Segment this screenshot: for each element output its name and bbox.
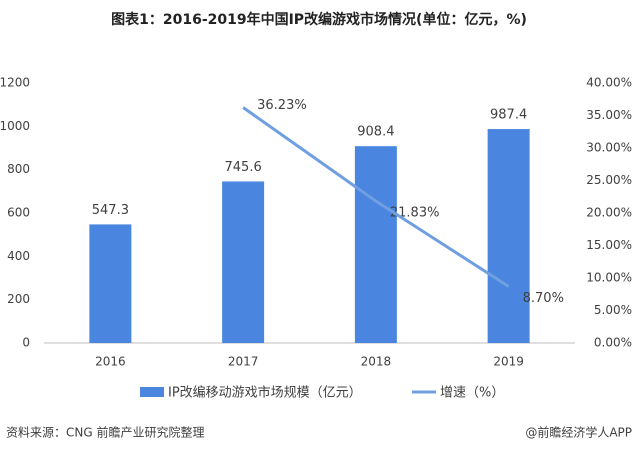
bar-value-label: 547.3 <box>92 203 129 218</box>
x-tick-label: 2016 <box>95 355 126 369</box>
legend-swatch <box>140 387 164 397</box>
line-value-label: 8.70% <box>523 291 564 306</box>
y-tick-label: 1000 <box>0 119 30 133</box>
x-tick-label: 2017 <box>228 355 259 369</box>
line <box>242 106 510 288</box>
bar <box>487 129 530 343</box>
bar-value-label: 745.6 <box>225 160 262 175</box>
y-tick-label: 0 <box>22 336 30 350</box>
legend-label: 增速（%） <box>440 386 504 401</box>
y2-tick-label: 35.00% <box>586 108 632 122</box>
y-tick-label: 800 <box>7 162 30 176</box>
legend-label: IP改编移动游戏市场规模（亿元） <box>168 385 362 401</box>
source: 资料来源：CNG 前瞻产业研究院整理 <box>6 425 204 440</box>
y2-tick-label: 30.00% <box>586 141 632 155</box>
y-tick-label: 600 <box>7 206 30 220</box>
bar-value-label: 908.4 <box>357 125 394 140</box>
bar <box>222 181 265 343</box>
y2-tick-label: 15.00% <box>586 238 632 252</box>
line-value-label: 36.23% <box>257 98 307 113</box>
y2-tick-label: 25.00% <box>586 173 632 187</box>
bar <box>89 224 132 343</box>
y2-tick-label: 0.00% <box>594 336 632 350</box>
y2-tick-label: 5.00% <box>594 303 632 317</box>
y-tick-label: 400 <box>7 249 30 263</box>
y2-tick-label: 20.00% <box>586 206 632 220</box>
x-tick-label: 2018 <box>361 355 392 369</box>
credit: @前瞻经济学人APP <box>525 425 632 440</box>
y2-tick-label: 40.00% <box>586 76 632 90</box>
chart-title: 图表1：2016-2019年中国IP改编游戏市场情况(单位：亿元，%) <box>111 11 527 28</box>
y2-tick-label: 10.00% <box>586 271 632 285</box>
bar-value-label: 987.4 <box>490 108 527 123</box>
y-tick-label: 1200 <box>0 76 30 90</box>
y-tick-label: 200 <box>7 292 30 306</box>
bar <box>354 146 397 343</box>
x-tick-label: 2019 <box>493 355 524 369</box>
